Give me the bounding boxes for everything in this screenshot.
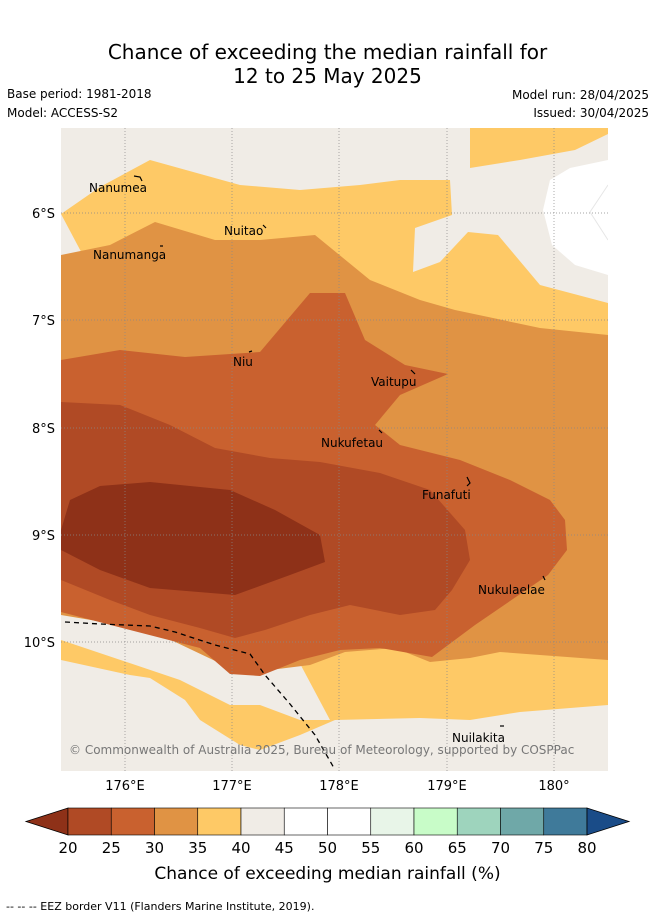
region-40-45-bottom [61, 660, 608, 771]
colorbar-swatch [327, 807, 372, 836]
lon-label-176e: 176°E [105, 779, 145, 794]
colorbar-swatch [543, 807, 588, 836]
lat-label-6s: 6°S [32, 207, 55, 222]
island-label-funafuti: Funafuti [422, 488, 471, 502]
colorbar-swatch [197, 807, 242, 836]
colorbar-swatch [154, 807, 199, 836]
island-label-nanumanga: Nanumanga [93, 248, 166, 262]
island-label-vaitupu: Vaitupu [371, 375, 417, 389]
colorbar-label: Chance of exceeding median rainfall (%) [154, 864, 501, 884]
longitude-labels: 176°E 177°E 178°E 179°E 180° [105, 779, 569, 794]
lon-label-179e: 179°E [427, 779, 467, 794]
lon-label-177e: 177°E [212, 779, 252, 794]
colorbar-swatch [500, 807, 545, 836]
colorbar-extend-under [24, 807, 69, 836]
colorbar-swatch [283, 807, 328, 836]
colorbar-swatch [67, 807, 112, 836]
colorbar-tick-label: 30 [145, 839, 164, 857]
island-label-nuitao: Nuitao [224, 224, 263, 238]
title-line-1: Chance of exceeding the median rainfall … [107, 40, 548, 64]
colorbar-swatch [110, 807, 155, 836]
colorbar-tick-label: 50 [318, 839, 337, 857]
issued-date: Issued: 30/04/2025 [533, 106, 649, 120]
colorbar-swatch [240, 807, 285, 836]
chart-title: Chance of exceeding the median rainfall … [0, 40, 655, 88]
colorbar-tick-label: 60 [404, 839, 423, 857]
lat-label-10s: 10°S [24, 636, 55, 651]
latitude-labels: 6°S 7°S 8°S 9°S 10°S [24, 207, 55, 651]
model-name: Model: ACCESS-S2 [7, 106, 119, 120]
contour-regions [61, 128, 608, 771]
colorbar-tick-label: 70 [491, 839, 510, 857]
colorbar-swatch [370, 807, 415, 836]
lat-label-9s: 9°S [32, 529, 55, 544]
region-45-50-inner-line [589, 184, 608, 241]
island-markers [133, 175, 546, 727]
island-label-niu: Niu [233, 355, 253, 369]
colorbar-tick-label: 75 [534, 839, 553, 857]
lat-label-7s: 7°S [32, 314, 55, 329]
region-45-50 [543, 160, 608, 275]
colorbar-tick-label: 45 [275, 839, 294, 857]
island-label-nukufetau: Nukufetau [321, 436, 383, 450]
colorbar-swatch [413, 807, 458, 836]
colorbar-tick-label: 55 [361, 839, 380, 857]
colorbar-swatch [456, 807, 501, 836]
model-run: Model run: 28/04/2025 [511, 88, 649, 102]
island-labels: Nanumea Nuitao Nanumanga Niu Vaitupu Nuk… [89, 181, 545, 745]
region-under-20 [61, 482, 325, 595]
island-label-nukulaelae: Nukulaelae [478, 583, 545, 597]
lon-label-178e: 178°E [319, 779, 359, 794]
lon-label-180: 180° [538, 779, 569, 794]
colorbar-tick-label: 80 [577, 839, 596, 857]
colorbar: 20 25 30 35 40 45 50 55 60 65 70 75 80 [24, 807, 631, 857]
colorbar-tick-label: 20 [58, 839, 77, 857]
region-35-40-upper-right [470, 128, 608, 168]
eez-border-footnote: -- -- -- EEZ border V11 (Flanders Marine… [6, 900, 315, 913]
island-label-nuilakita: Nuilakita [452, 731, 505, 745]
colorbar-tick-label: 35 [188, 839, 207, 857]
gridlines [61, 128, 608, 771]
copyright-notice: © Commonwealth of Australia 2025, Bureau… [69, 743, 574, 757]
base-period: Base period: 1981-2018 [7, 87, 152, 101]
island-label-nanumea: Nanumea [89, 181, 147, 195]
lat-label-8s: 8°S [32, 422, 55, 437]
colorbar-tick-label: 25 [102, 839, 121, 857]
title-line-2: 12 to 25 May 2025 [233, 64, 422, 88]
colorbar-tick-label: 40 [231, 839, 250, 857]
colorbar-extend-over [586, 807, 631, 836]
eez-border-line [64, 621, 335, 769]
colorbar-tick-label: 65 [448, 839, 467, 857]
